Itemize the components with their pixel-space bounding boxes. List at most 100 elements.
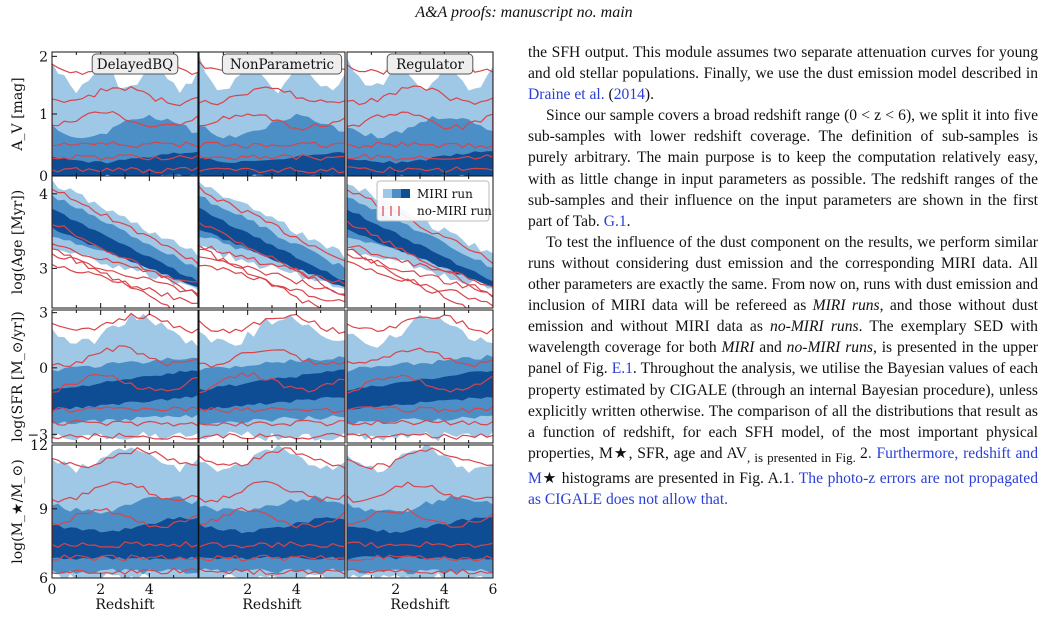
panel-delayedbq-row2 bbox=[51, 309, 199, 444]
no-miri-contour-2 bbox=[199, 371, 345, 414]
x-tick-label: 2 bbox=[391, 582, 400, 598]
density-contour-2 bbox=[347, 370, 493, 410]
no-miri-contour-1 bbox=[52, 345, 198, 427]
panel-regulator-row3 bbox=[346, 444, 494, 579]
no-miri-contour-2 bbox=[347, 374, 493, 414]
ref-tab-g1[interactable]: G.1 bbox=[603, 212, 627, 230]
density-contour-1 bbox=[52, 195, 198, 282]
no-miri-contour-2 bbox=[199, 245, 345, 308]
ref-draine[interactable]: Draine et al. bbox=[528, 86, 605, 104]
no-miri-contour-2 bbox=[347, 111, 493, 149]
no-miri-contour-2 bbox=[199, 113, 345, 149]
ref-draine-year[interactable]: 2014 bbox=[613, 86, 645, 104]
x-tick-label: 4 bbox=[145, 582, 154, 598]
no-miri-contour-1 bbox=[199, 480, 345, 562]
paragraph-1: the SFH output. This module assumes two … bbox=[528, 44, 1038, 104]
running-header: A&A proofs: manuscript no. main bbox=[415, 4, 633, 21]
no-miri-contour-2 bbox=[347, 245, 493, 308]
model-label-nonparametric: NonParametric bbox=[230, 57, 334, 73]
no-miri-contour-1 bbox=[52, 86, 198, 161]
y-tick-label: 0 bbox=[39, 169, 48, 185]
mass-axis-label: log(M_★/M_⊙) bbox=[10, 459, 26, 563]
no-miri-contour-1 bbox=[347, 85, 493, 161]
y-tick-label: 12 bbox=[30, 438, 48, 454]
model-label-box bbox=[91, 53, 179, 75]
no-miri-contour-2 bbox=[52, 373, 198, 414]
model-label-delayedbq: DelayedBQ bbox=[97, 57, 173, 73]
no-miri-contour-1 bbox=[52, 224, 198, 298]
model-label-regulator: Regulator bbox=[396, 57, 464, 73]
ref-fig-a1[interactable]: . The photo-z errors are not propagated … bbox=[528, 469, 1038, 509]
no-miri-contour-1 bbox=[199, 349, 345, 427]
no-miri-contour-1 bbox=[347, 481, 493, 562]
ref-fig-2[interactable]: . Furthermore, redshift and M bbox=[528, 444, 1039, 487]
x-tick-label: 2 bbox=[243, 582, 252, 598]
no-miri-contour-2 bbox=[52, 243, 198, 308]
no-miri-contour-0 bbox=[52, 312, 198, 441]
density-contour-2 bbox=[52, 370, 198, 411]
y-tick-label: 1 bbox=[39, 107, 48, 123]
no-miri-contour-1 bbox=[347, 220, 493, 299]
no-miri-contour-2 bbox=[347, 508, 493, 549]
panel-nonparametric-row1 bbox=[198, 175, 346, 309]
x-tick-label: 6 bbox=[489, 582, 498, 598]
x-tick-label: 4 bbox=[292, 582, 301, 598]
no-miri-contour-0 bbox=[199, 185, 345, 303]
y-tick-label: 3 bbox=[39, 261, 48, 277]
no-miri-contour-0 bbox=[347, 314, 493, 440]
panel-regulator-row0 bbox=[346, 51, 494, 177]
legend-miri-run: MIRI run bbox=[417, 187, 473, 201]
no-miri-contour-1 bbox=[347, 347, 493, 426]
figure-contour-grid: DelayedBQ NonParametric Regulator MIRI run n… bbox=[0, 40, 510, 622]
no-miri-contour-2 bbox=[199, 507, 345, 549]
av-axis-label: A_V [mag] bbox=[10, 77, 26, 151]
legend-no-miri-run: no-MIRI run bbox=[417, 204, 492, 218]
no-miri-contour-0 bbox=[52, 188, 198, 305]
ref-fig-e1[interactable]: E.1 bbox=[611, 360, 633, 378]
x-tick-label: 0 bbox=[48, 582, 57, 598]
panel-delayedbq-row0 bbox=[51, 51, 199, 177]
y-tick-label: 4 bbox=[39, 187, 48, 203]
paragraph-3: To test the influence of the dust compon… bbox=[528, 233, 1039, 509]
model-label-box bbox=[386, 53, 474, 75]
x-tick-label: 2 bbox=[96, 582, 105, 598]
x-axis-label-redshift: Redshift bbox=[95, 597, 155, 613]
density-contour-2 bbox=[199, 517, 345, 560]
age-axis-label: log(Age [Myr]) bbox=[10, 190, 26, 294]
no-miri-contour-0 bbox=[199, 313, 345, 440]
paragraph-2: Since our sample covers a broad redshift… bbox=[528, 107, 1038, 230]
x-axis-label-redshift: Redshift bbox=[390, 597, 450, 613]
no-miri-contour-2 bbox=[52, 507, 198, 549]
y-tick-label: 9 bbox=[39, 502, 48, 518]
panel-delayedbq-row1 bbox=[51, 175, 199, 309]
body-text: the SFH output. This module assumes two … bbox=[528, 42, 1038, 510]
model-label-box bbox=[221, 53, 343, 75]
density-contour-1 bbox=[199, 196, 345, 280]
y-tick-label: 0 bbox=[39, 361, 48, 377]
density-contour-2 bbox=[199, 369, 345, 410]
density-contour-2 bbox=[347, 151, 493, 176]
density-contour-2 bbox=[199, 207, 345, 288]
density-contour-2 bbox=[52, 151, 198, 176]
panel-nonparametric-row3 bbox=[198, 444, 346, 579]
no-miri-contour-0 bbox=[347, 447, 493, 575]
no-miri-contour-0 bbox=[52, 446, 198, 575]
no-miri-contour-1 bbox=[52, 481, 198, 562]
no-miri-contour-1 bbox=[199, 222, 345, 297]
density-contour-2 bbox=[52, 208, 198, 288]
no-miri-contour-0 bbox=[199, 447, 345, 576]
x-tick-label: 4 bbox=[440, 582, 449, 598]
y-tick-label: −3 bbox=[27, 427, 48, 443]
panel-delayedbq-row3 bbox=[51, 444, 199, 579]
y-tick-label: 6 bbox=[39, 571, 48, 587]
sfr-axis-label: log(SFR [M_⊙/yr]) bbox=[10, 311, 26, 441]
y-tick-label: 2 bbox=[39, 49, 48, 65]
y-tick-label: 3 bbox=[39, 306, 48, 322]
no-miri-contour-1 bbox=[199, 86, 345, 161]
panel-regulator-row2 bbox=[346, 309, 494, 444]
panel-nonparametric-row2 bbox=[198, 309, 346, 444]
density-contour-2 bbox=[347, 209, 493, 287]
no-miri-contour-2 bbox=[52, 110, 198, 149]
x-axis-label-redshift: Redshift bbox=[242, 597, 302, 613]
contour-panels: DelayedBQ NonParametric Regulator MIRI run n… bbox=[10, 49, 498, 613]
